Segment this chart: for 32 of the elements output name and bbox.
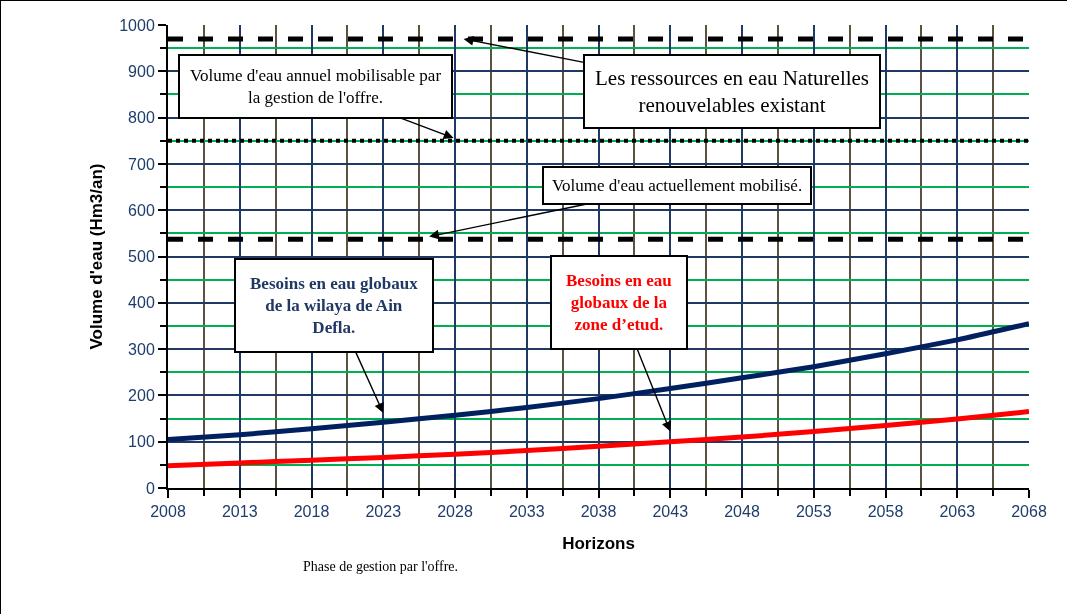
y-tick-label: 800 xyxy=(128,109,155,127)
x-tick-label: 2018 xyxy=(293,503,330,521)
ref-line-label: Les ressources en eau Naturelles renouvelables existant xyxy=(595,66,870,118)
y-tick-label: 600 xyxy=(128,201,155,219)
ref-line-label: Volume d'eau annuel mobilisable par la gestion de l'offre. xyxy=(190,66,442,108)
text: Besoins en eau globaux de la wilaya de Ain Defla. xyxy=(250,274,419,338)
x-tick-label: 2058 xyxy=(867,503,904,521)
x-tick-label: 2043 xyxy=(652,503,689,521)
y-tick-label: 900 xyxy=(128,62,155,80)
x-tick-label: 2048 xyxy=(724,503,760,521)
x-tick-label: 2053 xyxy=(795,503,832,521)
x-tick-label: 2008 xyxy=(150,503,186,521)
x-tick-label: 2023 xyxy=(365,503,402,521)
x-tick-label: 2063 xyxy=(939,503,976,521)
text: Besoins en eau globaux de la zone d’etud. xyxy=(566,271,672,335)
x-tick-label: 2013 xyxy=(221,503,258,521)
y-tick-label: 700 xyxy=(128,155,155,173)
y-tick-label: 0 xyxy=(145,479,155,497)
x-tick-label: 2068 xyxy=(1011,503,1047,521)
x-tick-label: 2028 xyxy=(437,503,473,521)
y-tick-label: 500 xyxy=(128,248,155,266)
y-tick-label: 200 xyxy=(128,387,155,404)
x-tick-label: 2038 xyxy=(580,503,617,521)
y-tick-label: 400 xyxy=(128,294,155,312)
y-tick-label: 300 xyxy=(128,340,155,358)
y-tick-label: 1000 xyxy=(119,16,155,34)
x-axis-title: Horizons xyxy=(562,534,635,554)
ref-line-label: Volume d'eau actuellement mobilisé. xyxy=(552,176,803,195)
x-tick-label: 2033 xyxy=(508,503,545,521)
y-tick-label: 100 xyxy=(128,433,155,451)
y-axis-title: Volume d'eau (Hm3/an) xyxy=(87,163,107,350)
text: Phase de gestion par l'offre. xyxy=(303,559,459,574)
